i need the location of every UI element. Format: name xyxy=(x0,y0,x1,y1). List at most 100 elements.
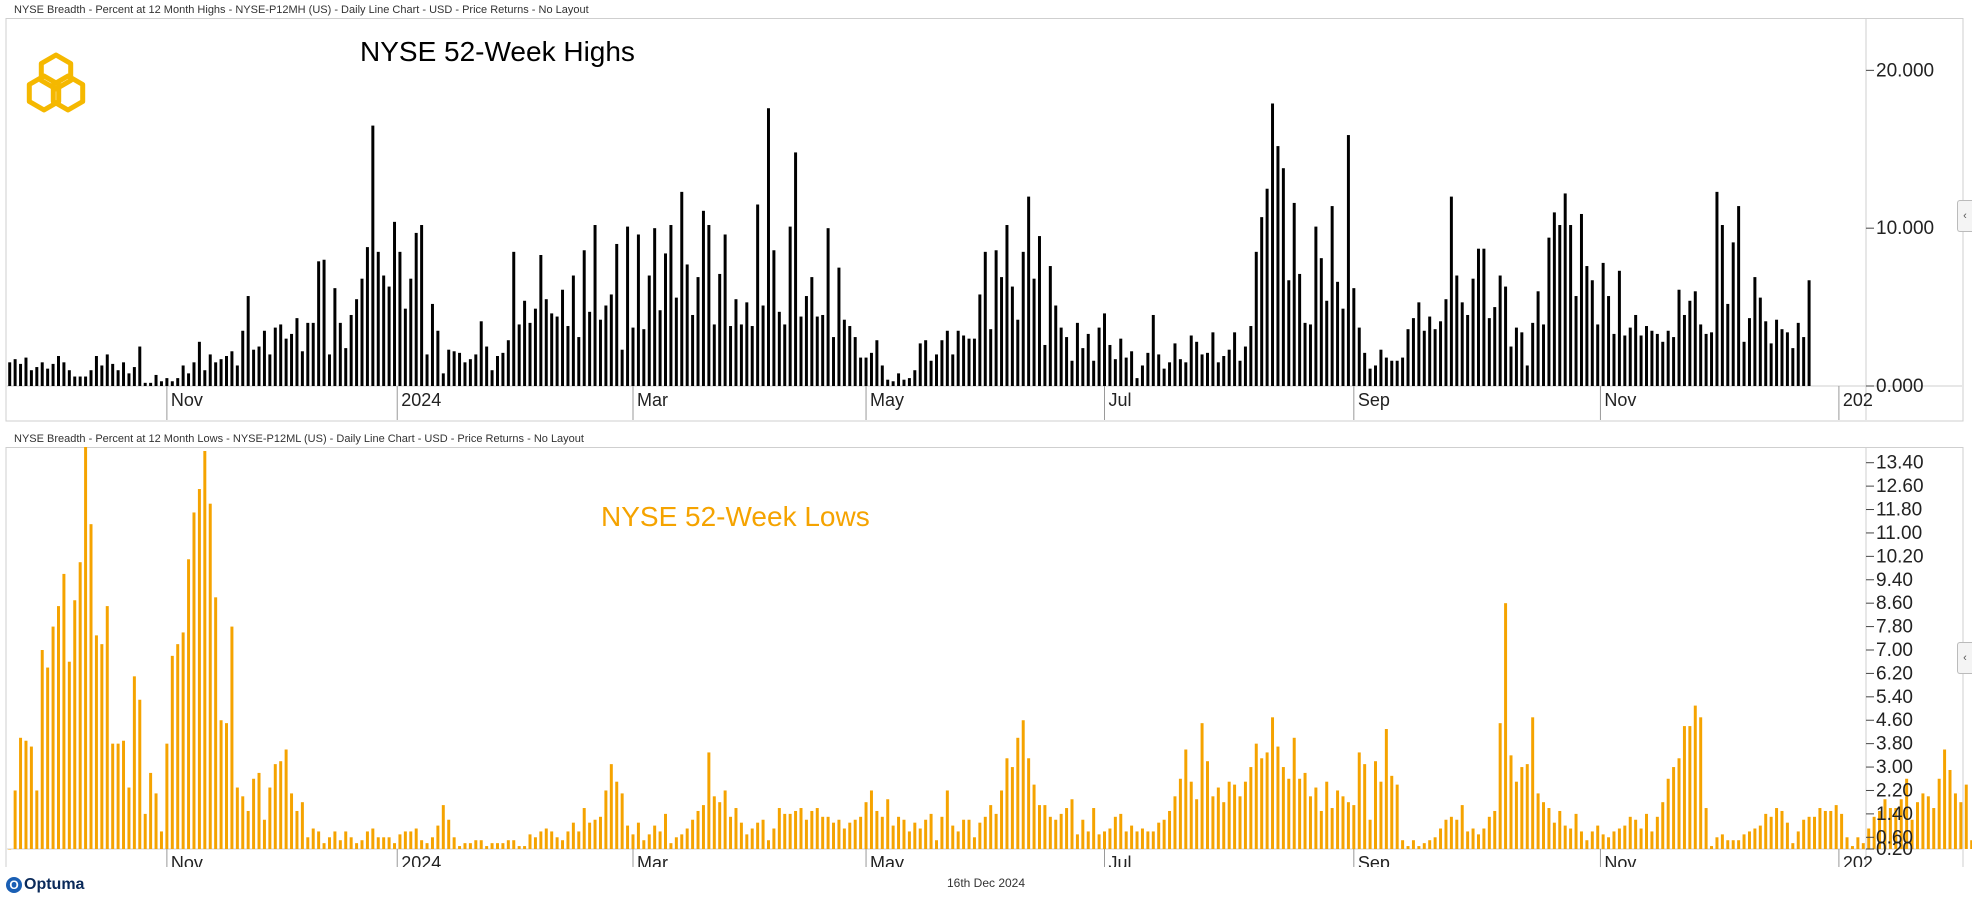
data-bar xyxy=(284,338,288,386)
data-bar xyxy=(474,354,478,386)
data-bar xyxy=(1401,357,1405,386)
data-bar xyxy=(116,370,120,386)
data-bar xyxy=(501,843,505,849)
data-bar xyxy=(1482,828,1486,849)
data-bar xyxy=(723,790,727,849)
data-bar xyxy=(1135,378,1139,386)
data-bar xyxy=(333,831,337,849)
y-tick-label: 5.40 xyxy=(1876,687,1913,708)
data-bar xyxy=(1027,758,1031,849)
data-bar xyxy=(1563,825,1567,849)
data-bar xyxy=(1086,333,1090,386)
data-bar xyxy=(57,356,60,386)
data-bar xyxy=(631,834,635,849)
data-bar xyxy=(929,360,933,386)
data-bar xyxy=(1579,213,1583,386)
data-bar xyxy=(1569,828,1573,849)
data-bar xyxy=(1449,816,1453,849)
data-bar xyxy=(1037,236,1041,386)
y-tick-label: 0.20 xyxy=(1876,839,1913,860)
data-bar xyxy=(1140,828,1144,849)
data-bar xyxy=(1493,307,1497,386)
data-bar xyxy=(138,699,142,849)
data-bar xyxy=(577,831,581,849)
data-bar xyxy=(24,357,28,386)
data-bar xyxy=(712,796,716,849)
data-bar xyxy=(615,243,619,386)
data-bar xyxy=(208,354,212,386)
data-bar xyxy=(533,837,537,849)
data-bar xyxy=(907,378,911,386)
data-bar xyxy=(1693,705,1697,849)
data-bar xyxy=(1184,749,1188,849)
data-bar xyxy=(685,264,689,386)
data-bar xyxy=(327,354,331,386)
data-bar xyxy=(463,843,467,849)
data-bar xyxy=(1487,816,1491,849)
data-bar xyxy=(100,644,104,849)
data-bar xyxy=(327,837,331,849)
x-tick-label: 2024 xyxy=(401,390,441,410)
data-bar xyxy=(311,322,315,386)
data-bar xyxy=(1542,324,1546,386)
data-bar xyxy=(1775,808,1779,849)
data-bar xyxy=(1233,784,1237,849)
collapse-tab-top[interactable]: ‹ xyxy=(1957,200,1972,232)
data-bar xyxy=(1390,775,1394,849)
bottom-panel-header: NYSE Breadth - Percent at 12 Month Lows … xyxy=(14,433,584,445)
data-bar xyxy=(414,828,418,849)
data-bar xyxy=(1352,288,1356,386)
lows-chart: 0.200.601.40 2.203.003.80 4.605.40 6.207.00… xyxy=(5,447,1972,867)
data-bar xyxy=(1542,802,1546,849)
data-bar xyxy=(685,828,689,849)
data-bar xyxy=(864,802,868,849)
data-bar xyxy=(376,837,380,849)
y-tick-label: 0.000 xyxy=(1876,376,1924,397)
data-bar xyxy=(1162,819,1166,849)
data-bar xyxy=(1959,802,1963,849)
data-bar xyxy=(1953,793,1957,849)
logo-hexagon xyxy=(38,52,74,92)
data-bar xyxy=(1813,816,1816,849)
data-bar xyxy=(956,831,960,849)
data-bar xyxy=(1693,291,1697,386)
data-bar xyxy=(1374,761,1377,849)
data-bar xyxy=(1130,351,1134,386)
data-bar xyxy=(1531,717,1535,849)
data-bar xyxy=(1672,337,1676,386)
y-tick-label: 8.60 xyxy=(1876,593,1913,614)
data-bar xyxy=(1151,831,1155,849)
data-bar xyxy=(1357,752,1361,849)
data-bar xyxy=(783,324,787,386)
data-bar xyxy=(365,247,369,386)
data-bar xyxy=(1612,831,1616,849)
data-bar xyxy=(425,354,429,386)
data-bar xyxy=(197,489,201,849)
data-bar xyxy=(512,840,516,849)
x-tick-label: Mar xyxy=(637,853,668,867)
data-bar xyxy=(1265,752,1269,849)
data-bar xyxy=(1243,346,1247,386)
data-bar xyxy=(1195,341,1199,386)
collapse-tab-bottom[interactable]: ‹ xyxy=(1957,642,1972,674)
data-bar xyxy=(945,790,949,849)
data-bar xyxy=(680,834,684,849)
data-bar xyxy=(1401,840,1405,849)
data-bar xyxy=(1000,790,1004,849)
data-bar xyxy=(1363,352,1367,386)
data-bar xyxy=(257,772,261,849)
data-bar xyxy=(262,330,266,386)
data-bar xyxy=(1704,333,1708,386)
data-bar xyxy=(230,626,234,849)
data-bar xyxy=(51,626,55,849)
data-bar xyxy=(1596,825,1600,849)
brand-logo: O Optuma xyxy=(6,876,84,894)
data-bar xyxy=(1802,337,1806,386)
data-bar xyxy=(252,349,256,386)
data-bar xyxy=(1130,825,1134,849)
data-bar xyxy=(13,359,17,386)
data-bar xyxy=(533,308,537,386)
data-bar xyxy=(290,333,294,386)
data-bar xyxy=(203,370,207,386)
data-bar xyxy=(566,326,570,386)
